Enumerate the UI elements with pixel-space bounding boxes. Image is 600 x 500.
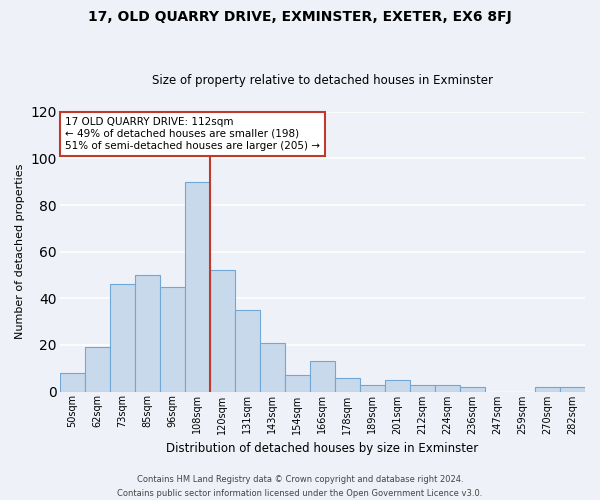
- Bar: [110, 284, 135, 392]
- Bar: [185, 182, 210, 392]
- Y-axis label: Number of detached properties: Number of detached properties: [15, 164, 25, 340]
- Bar: [85, 347, 110, 392]
- Bar: [160, 286, 185, 392]
- Bar: [210, 270, 235, 392]
- Bar: [235, 310, 260, 392]
- Bar: [535, 387, 560, 392]
- Text: 17, OLD QUARRY DRIVE, EXMINSTER, EXETER, EX6 8FJ: 17, OLD QUARRY DRIVE, EXMINSTER, EXETER,…: [88, 10, 512, 24]
- Bar: [460, 387, 485, 392]
- Text: 17 OLD QUARRY DRIVE: 112sqm
← 49% of detached houses are smaller (198)
51% of se: 17 OLD QUARRY DRIVE: 112sqm ← 49% of det…: [65, 118, 320, 150]
- Bar: [360, 384, 385, 392]
- Bar: [385, 380, 410, 392]
- Text: Contains HM Land Registry data © Crown copyright and database right 2024.
Contai: Contains HM Land Registry data © Crown c…: [118, 476, 482, 498]
- Bar: [560, 387, 585, 392]
- Bar: [335, 378, 360, 392]
- Bar: [310, 361, 335, 392]
- Bar: [435, 384, 460, 392]
- Bar: [135, 275, 160, 392]
- Bar: [285, 375, 310, 392]
- Bar: [60, 373, 85, 392]
- Title: Size of property relative to detached houses in Exminster: Size of property relative to detached ho…: [152, 74, 493, 87]
- Bar: [260, 342, 285, 392]
- X-axis label: Distribution of detached houses by size in Exminster: Distribution of detached houses by size …: [166, 442, 478, 455]
- Bar: [410, 384, 435, 392]
